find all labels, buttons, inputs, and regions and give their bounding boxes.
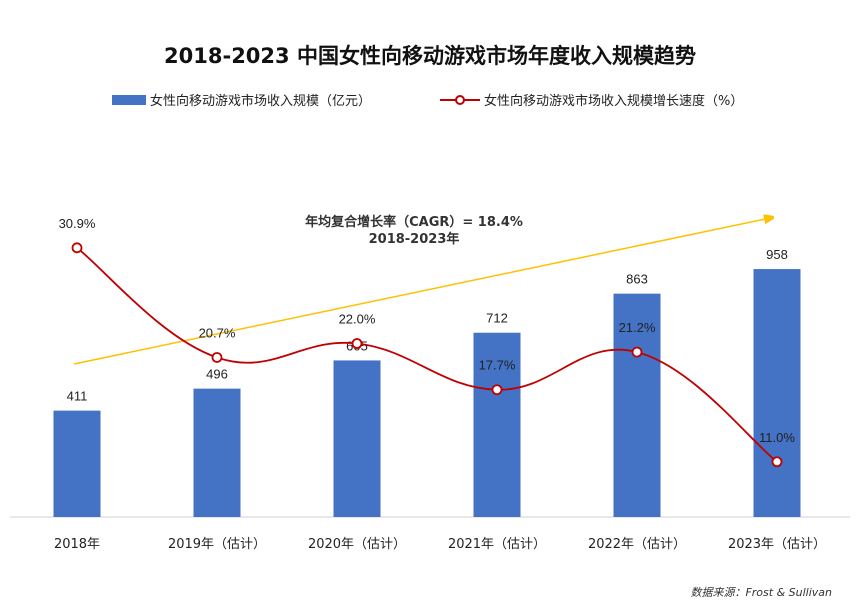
growth-point-5 [771,456,783,468]
bar-5 [753,269,801,517]
cagr-period: 2018-2023年 [369,231,460,247]
legend-line-label: 女性向移动游戏市场收入规模增长速度（%） [484,94,744,109]
legend-bar-swatch [112,94,146,105]
growth-value-label: 22.0% [339,312,376,327]
cagr-annotation: 年均复合增长率（CAGR）= 18.4% [305,214,523,230]
bar-4 [613,293,661,517]
bar-value-label: 496 [206,367,228,382]
legend-line-swatch [440,94,480,106]
growth-value-label: 20.7% [199,325,236,340]
growth-value-label: 30.9% [59,216,96,231]
legend: 女性向移动游戏市场收入规模（亿元） 女性向移动游戏市场收入规模增长速度（%） [0,90,860,110]
bar-value-label: 863 [626,272,648,287]
data-source: 数据来源：Frost & Sullivan [690,586,832,599]
growth-point-1 [211,352,223,363]
bar-value-label: 712 [486,311,508,326]
growth-value-label: 11.0% [759,430,795,445]
x-tick-label: 2019年（估计） [168,537,266,552]
bar-value-label: 411 [67,389,88,404]
bar-2 [333,360,381,517]
growth-value-label: 21.2% [619,320,656,335]
growth-point-3 [491,384,503,396]
bar-1 [193,388,241,517]
x-tick-label: 2023年（估计） [728,537,826,552]
chart-title: 2018-2023 中国女性向移动游戏市场年度收入规模趋势 [164,44,696,68]
x-tick-label: 2020年（估计） [308,537,406,552]
bar-3 [473,332,521,517]
bar-0 [53,410,101,517]
x-tick-label: 2022年（估计） [588,537,686,552]
bar-value-label: 958 [766,247,788,262]
cagr-trend-arrow [73,218,770,365]
growth-point-2 [351,338,363,349]
legend-bar-label: 女性向移动游戏市场收入规模（亿元） [150,94,372,109]
growth-point-4 [631,346,643,358]
x-tick-label: 2018年 [54,537,100,552]
growth-rate-line [76,247,778,463]
x-tick-label: 2021年（估计） [448,537,546,552]
legend-item-revenue: 女性向移动游戏市场收入规模（亿元） [112,90,371,109]
legend-item-growth: 女性向移动游戏市场收入规模增长速度（%） [440,90,743,109]
growth-value-label: 17.7% [479,358,516,373]
growth-point-0 [71,242,83,254]
